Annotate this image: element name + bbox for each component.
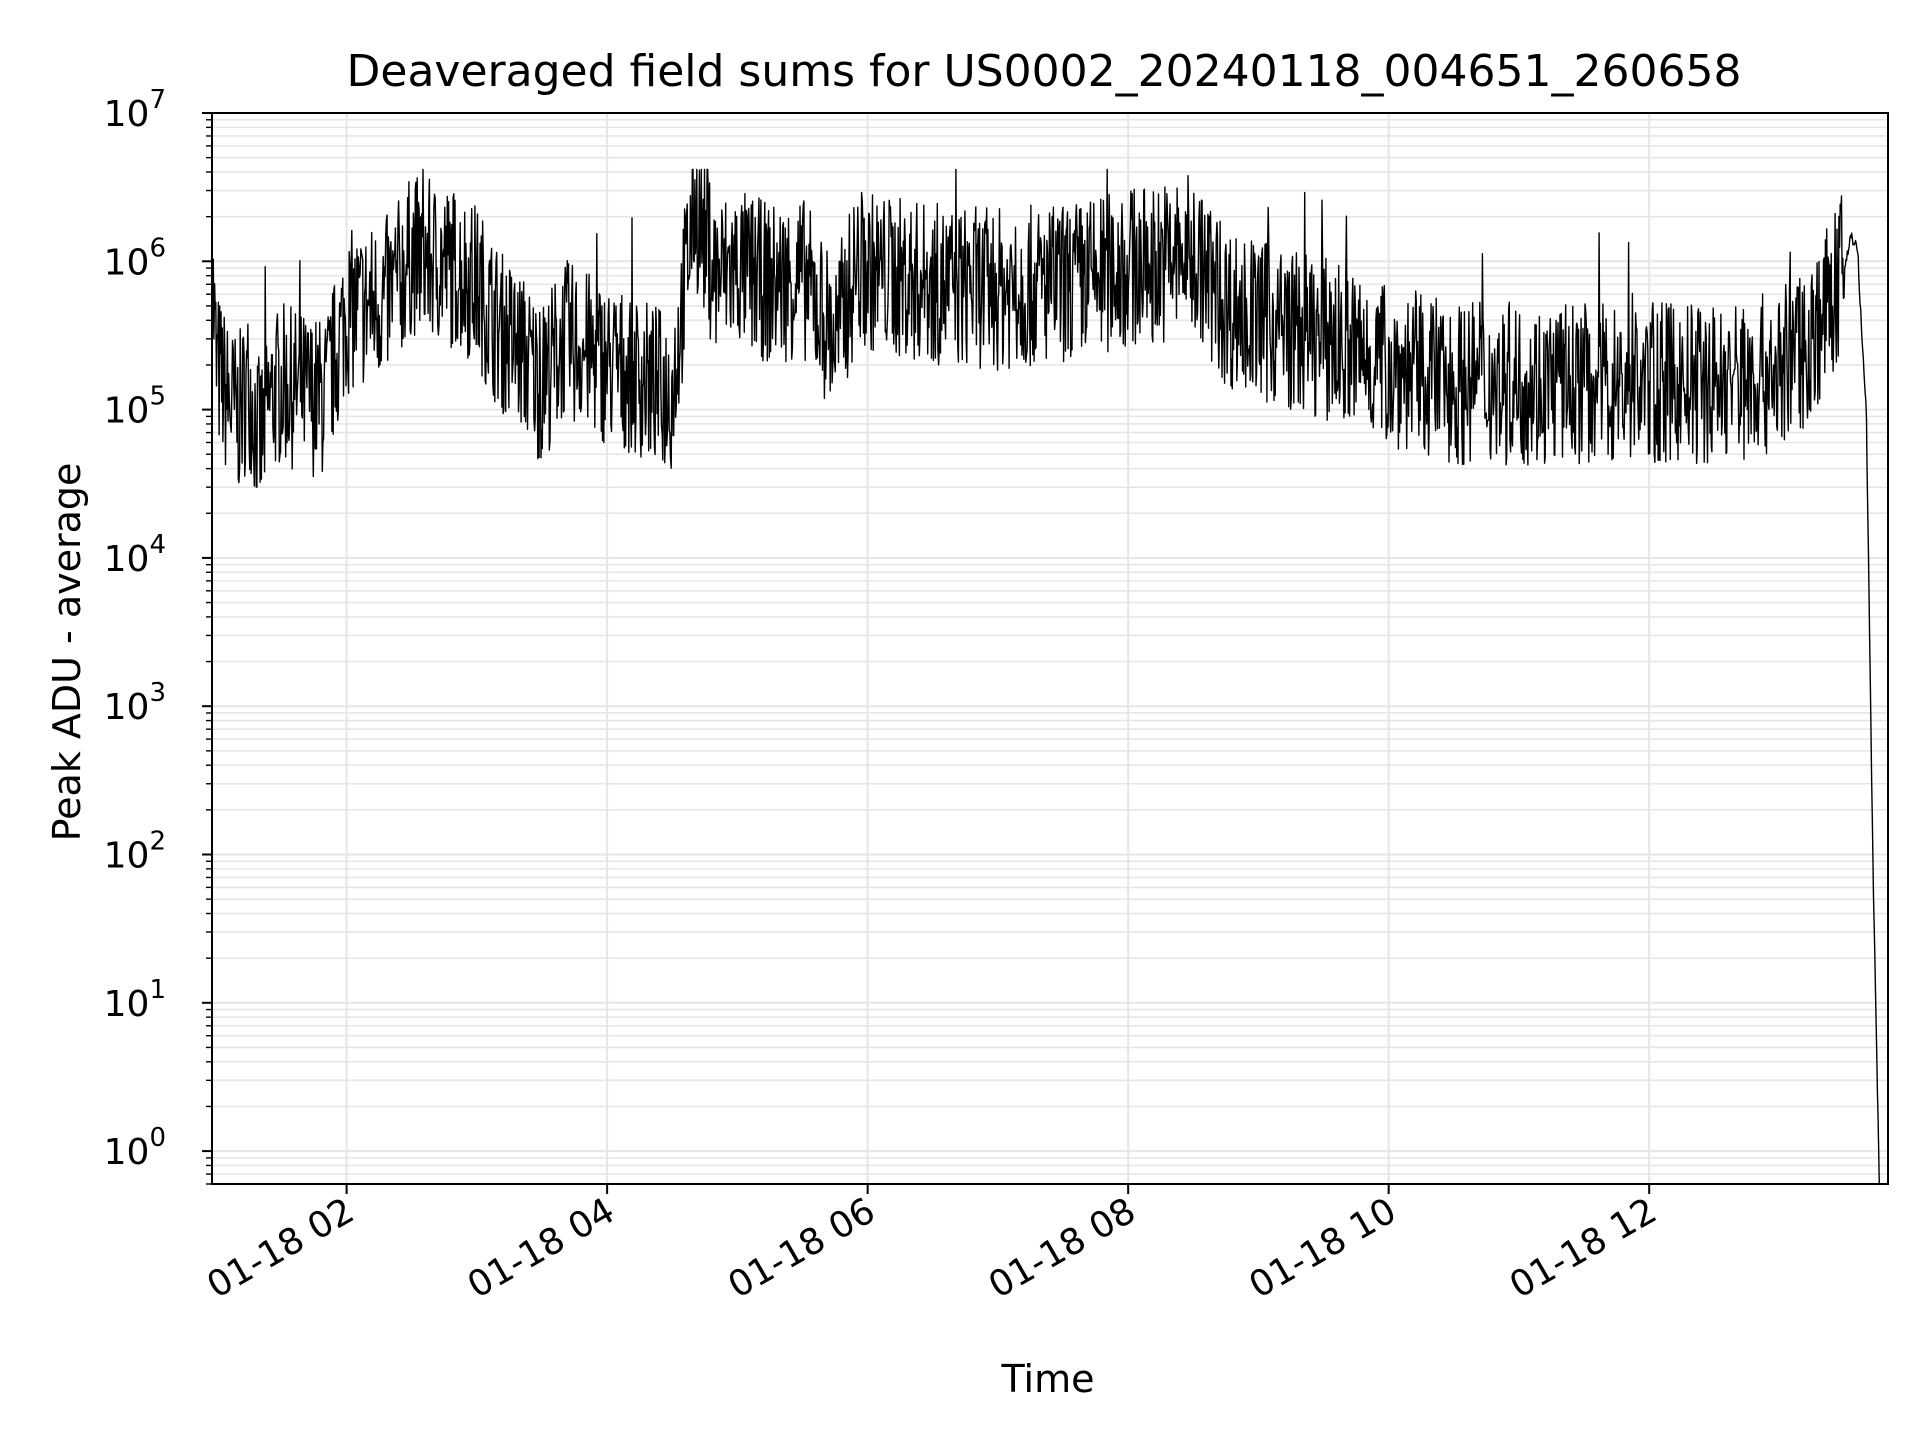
plot-frame: [211, 112, 1889, 1185]
y-tick-label: 101: [104, 975, 166, 1025]
y-tick-label: 104: [104, 530, 166, 580]
y-tick-label: 102: [104, 826, 166, 876]
y-tick-label: 103: [104, 678, 166, 728]
y-axis-label: Peak ADU - average: [45, 463, 89, 842]
x-tick-label: 01-18 10: [1242, 1190, 1403, 1306]
y-tick-label: 105: [104, 382, 166, 432]
plot-area: [211, 168, 1880, 1185]
y-tick-label: 107: [104, 85, 166, 135]
chart-title: Deaveraged field sums for US0002_2024011…: [347, 46, 1742, 97]
x-tick-label: 01-18 04: [461, 1190, 622, 1306]
series-line: [211, 168, 1880, 1185]
y-tick-label: 100: [104, 1123, 166, 1173]
x-tick-label: 01-18 02: [200, 1190, 361, 1306]
y-tick-label: 106: [104, 233, 166, 283]
x-tick-label: 01-18 08: [982, 1190, 1143, 1306]
x-tick-label: 01-18 12: [1503, 1190, 1664, 1306]
x-tick-label: 01-18 06: [721, 1190, 882, 1306]
x-axis-label: Time: [1001, 1357, 1095, 1401]
